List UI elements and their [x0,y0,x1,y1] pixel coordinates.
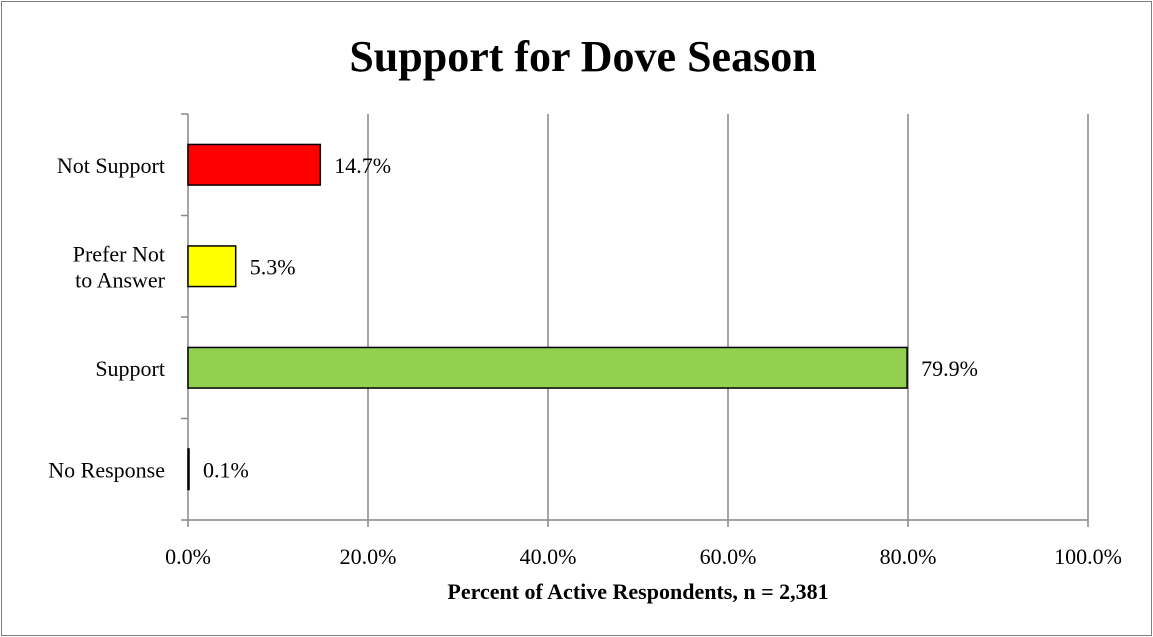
chart-title: Support for Dove Season [349,32,816,81]
bar-support [187,346,908,389]
x-axis-title: Percent of Active Respondents, n = 2,381 [447,579,828,604]
category-label-3: No Response [48,457,165,482]
bars [187,143,908,491]
bar-not-support [187,143,322,186]
x-tick-label-3: 60.0% [700,544,757,569]
x-tick-label-4: 80.0% [880,544,937,569]
data-label-3: 0.1% [203,457,249,482]
gridlines [367,114,1089,520]
x-tick-label-1: 20.0% [340,544,397,569]
data-label-0: 14.7% [334,153,391,178]
category-label-line: No Response [48,457,165,482]
bar-no-response [187,448,190,491]
x-tick-label-0: 0.0% [165,544,211,569]
category-label-line: to Answer [75,267,166,292]
data-label-2: 79.9% [921,356,978,381]
labels: 0.0% 20.0% 40.0% 60.0% 80.0% 100.0% 14.7% Not S… [48,153,1122,569]
category-label-0: Not Support [57,153,165,178]
category-label-line: Not Support [57,153,165,178]
x-tick-label-5: 100.0% [1054,544,1122,569]
category-label-1: Prefer Not to Answer [73,241,166,292]
data-label-1: 5.3% [250,254,296,279]
bar-prefer-not-to-answer [187,245,237,288]
category-label-line: Support [95,356,165,381]
category-label-2: Support [95,356,165,381]
category-label-line: Prefer Not [73,241,165,266]
x-tick-label-2: 40.0% [520,544,577,569]
